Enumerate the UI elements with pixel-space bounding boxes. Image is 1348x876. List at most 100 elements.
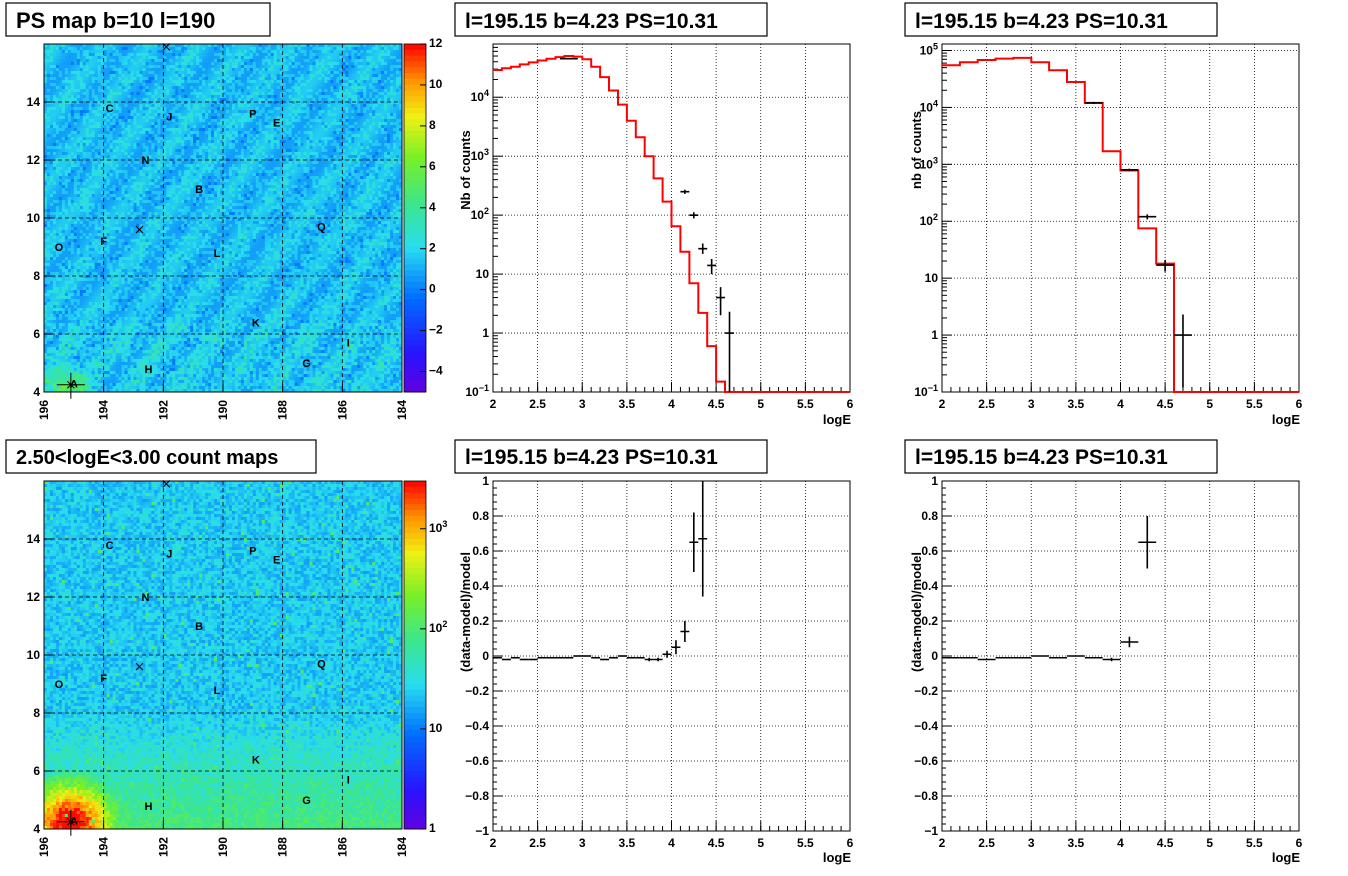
heatmap-cell bbox=[115, 146, 119, 150]
heatmap-cell bbox=[387, 77, 391, 81]
heatmap-cell bbox=[190, 119, 194, 123]
heatmap-cell bbox=[73, 62, 78, 66]
heatmap-cell bbox=[61, 155, 66, 159]
heatmap-cell bbox=[199, 155, 203, 159]
heatmap-cell bbox=[184, 47, 188, 51]
heatmap-cell bbox=[91, 107, 96, 111]
heatmap-cell bbox=[258, 161, 263, 165]
heatmap-cell bbox=[145, 152, 149, 156]
heatmap-cell bbox=[336, 53, 340, 57]
heatmap-cell bbox=[387, 161, 391, 165]
heatmap-cell bbox=[261, 59, 266, 63]
heatmap-cell bbox=[76, 89, 81, 93]
heatmap-cell bbox=[208, 80, 212, 84]
heatmap-cell bbox=[396, 62, 400, 66]
heatmap-cell bbox=[327, 101, 331, 105]
heatmap-cell bbox=[148, 119, 152, 123]
heatmap-cell bbox=[279, 137, 284, 141]
heatmap-cell bbox=[249, 92, 254, 96]
heatmap-cell bbox=[264, 164, 269, 168]
heatmap-cell bbox=[58, 110, 63, 114]
heatmap-cell bbox=[70, 56, 75, 60]
heatmap-cell bbox=[279, 77, 284, 81]
heatmap-cell bbox=[264, 77, 269, 81]
heatmap-cell bbox=[375, 53, 379, 57]
heatmap-cell bbox=[106, 140, 111, 144]
heatmap-cell bbox=[220, 140, 224, 144]
heatmap-cell bbox=[55, 128, 60, 132]
heatmap-cell bbox=[121, 101, 125, 105]
heatmap-cell bbox=[264, 158, 269, 162]
heatmap-cell bbox=[324, 125, 328, 129]
heatmap-cell bbox=[279, 92, 284, 96]
heatmap-cell bbox=[399, 74, 403, 78]
heatmap-cell bbox=[184, 125, 188, 129]
heatmap-cell bbox=[324, 47, 328, 51]
heatmap-cell bbox=[396, 50, 400, 54]
heatmap-cell bbox=[217, 92, 221, 96]
heatmap-cell bbox=[264, 53, 269, 57]
heatmap-cell bbox=[369, 59, 373, 63]
heatmap-cell bbox=[79, 65, 84, 69]
heatmap-cell bbox=[249, 128, 254, 132]
heatmap-cell bbox=[55, 56, 60, 60]
heatmap-cell bbox=[52, 110, 57, 114]
heatmap-cell bbox=[225, 65, 230, 69]
heatmap-cell bbox=[237, 74, 242, 78]
heatmap-cell bbox=[163, 164, 167, 168]
heatmap-cell bbox=[387, 140, 391, 144]
heatmap-cell bbox=[91, 65, 96, 69]
heatmap-cell bbox=[166, 65, 170, 69]
heatmap-cell bbox=[306, 143, 310, 147]
heatmap-cell bbox=[130, 95, 134, 99]
heatmap-cell bbox=[142, 56, 146, 60]
heatmap-cell bbox=[46, 68, 51, 72]
heatmap-cell bbox=[79, 140, 84, 144]
heatmap-cell bbox=[178, 59, 182, 63]
heatmap-cell bbox=[154, 71, 158, 75]
heatmap-cell bbox=[273, 146, 278, 150]
heatmap-cell bbox=[136, 140, 140, 144]
heatmap-cell bbox=[273, 143, 278, 147]
heatmap-cell bbox=[178, 47, 182, 51]
heatmap-cell bbox=[324, 56, 328, 60]
heatmap-cell bbox=[139, 47, 143, 51]
heatmap-cell bbox=[178, 95, 182, 99]
heatmap-cell bbox=[58, 47, 63, 51]
heatmap-cell bbox=[327, 107, 331, 111]
heatmap-cell bbox=[82, 80, 87, 84]
heatmap-cell bbox=[276, 101, 281, 105]
heatmap-cell bbox=[324, 155, 328, 159]
heatmap-cell bbox=[220, 128, 224, 132]
heatmap-cell bbox=[61, 122, 66, 126]
heatmap-cell bbox=[100, 68, 105, 72]
heatmap-cell bbox=[348, 107, 352, 111]
heatmap-cell bbox=[148, 89, 152, 93]
heatmap-cell bbox=[351, 89, 355, 93]
heatmap-cell bbox=[324, 164, 328, 168]
heatmap-cell bbox=[127, 89, 131, 93]
heatmap-cell bbox=[112, 77, 116, 81]
heatmap-cell bbox=[375, 86, 379, 90]
heatmap-cell bbox=[255, 80, 260, 84]
heatmap-cell bbox=[252, 146, 257, 150]
heatmap-cell bbox=[223, 116, 227, 120]
heatmap-cell bbox=[49, 143, 54, 147]
heatmap-cell bbox=[223, 80, 227, 84]
heatmap-cell bbox=[61, 119, 66, 123]
heatmap-cell bbox=[172, 86, 176, 90]
heatmap-cell bbox=[237, 68, 242, 72]
heatmap-cell bbox=[393, 98, 397, 102]
heatmap-cell bbox=[342, 71, 346, 75]
heatmap-cell bbox=[267, 110, 272, 114]
heatmap-cell bbox=[130, 110, 134, 114]
heatmap-cell bbox=[64, 131, 69, 135]
heatmap-cell bbox=[106, 146, 111, 150]
heatmap-cell bbox=[291, 131, 295, 135]
heatmap-cell bbox=[234, 134, 239, 138]
heatmap-cell bbox=[384, 158, 388, 162]
heatmap-cell bbox=[225, 113, 230, 117]
heatmap-cell bbox=[61, 137, 66, 141]
heatmap-cell bbox=[82, 56, 87, 60]
heatmap-cell bbox=[190, 65, 194, 69]
